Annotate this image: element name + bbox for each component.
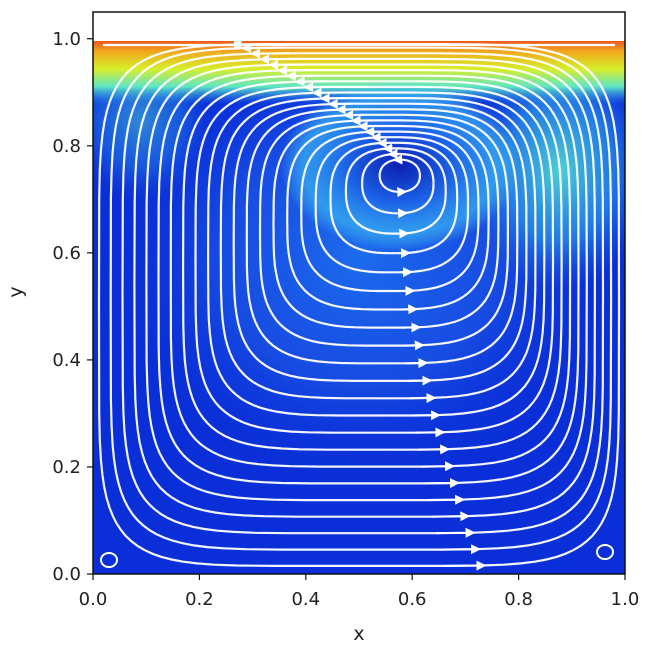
- y-tick-label: 0.0: [52, 564, 81, 585]
- streamline: [360, 152, 435, 215]
- streamline: [286, 124, 490, 311]
- streamline: [232, 102, 528, 382]
- streamline: [329, 141, 459, 255]
- streamline: [181, 80, 563, 451]
- streamline: [194, 85, 555, 434]
- y-axis-label: y: [5, 286, 27, 297]
- plot-frame: [92, 11, 626, 575]
- streamline: [344, 147, 447, 235]
- x-tick-label: 0.8: [504, 589, 533, 610]
- y-tick-label: 1.0: [52, 29, 81, 50]
- streamline: [169, 74, 572, 468]
- streamline: [378, 158, 421, 193]
- x-tick-label: 0.6: [398, 589, 427, 610]
- y-tick-label: 0.4: [52, 350, 81, 371]
- streamline: [219, 97, 537, 400]
- x-tick-label: 0.4: [291, 589, 320, 610]
- y-tick-label: 0.6: [52, 243, 81, 264]
- streamline: [97, 43, 621, 567]
- streamline: [109, 46, 613, 551]
- x-tick-label: 0.2: [185, 589, 214, 610]
- x-axis-label: x: [353, 623, 364, 645]
- top-white-band: [93, 12, 625, 41]
- x-axis: 0.0 0.2 0.4 0.6 0.8 1.0: [79, 574, 640, 610]
- corner-eddy-right: [596, 544, 614, 560]
- streamline: [133, 57, 596, 518]
- streamline: [314, 136, 470, 274]
- streamline: [245, 108, 519, 365]
- streamline: [272, 119, 500, 329]
- y-tick-label: 0.8: [52, 136, 81, 157]
- y-tick-label: 0.2: [52, 457, 81, 478]
- streamline: [300, 130, 480, 293]
- x-tick-label: 1.0: [611, 589, 640, 610]
- corner-eddy-left: [100, 552, 118, 568]
- streamline: [157, 69, 580, 485]
- y-axis: 0.0 0.2 0.4 0.6 0.8 1.0: [52, 29, 93, 585]
- plot-area: [93, 12, 625, 574]
- streamline: [258, 113, 509, 347]
- streamlines: [97, 39, 621, 571]
- streamline: [121, 52, 605, 535]
- streamline: [206, 91, 546, 417]
- x-tick-label: 0.0: [79, 589, 108, 610]
- streamline: [145, 63, 588, 502]
